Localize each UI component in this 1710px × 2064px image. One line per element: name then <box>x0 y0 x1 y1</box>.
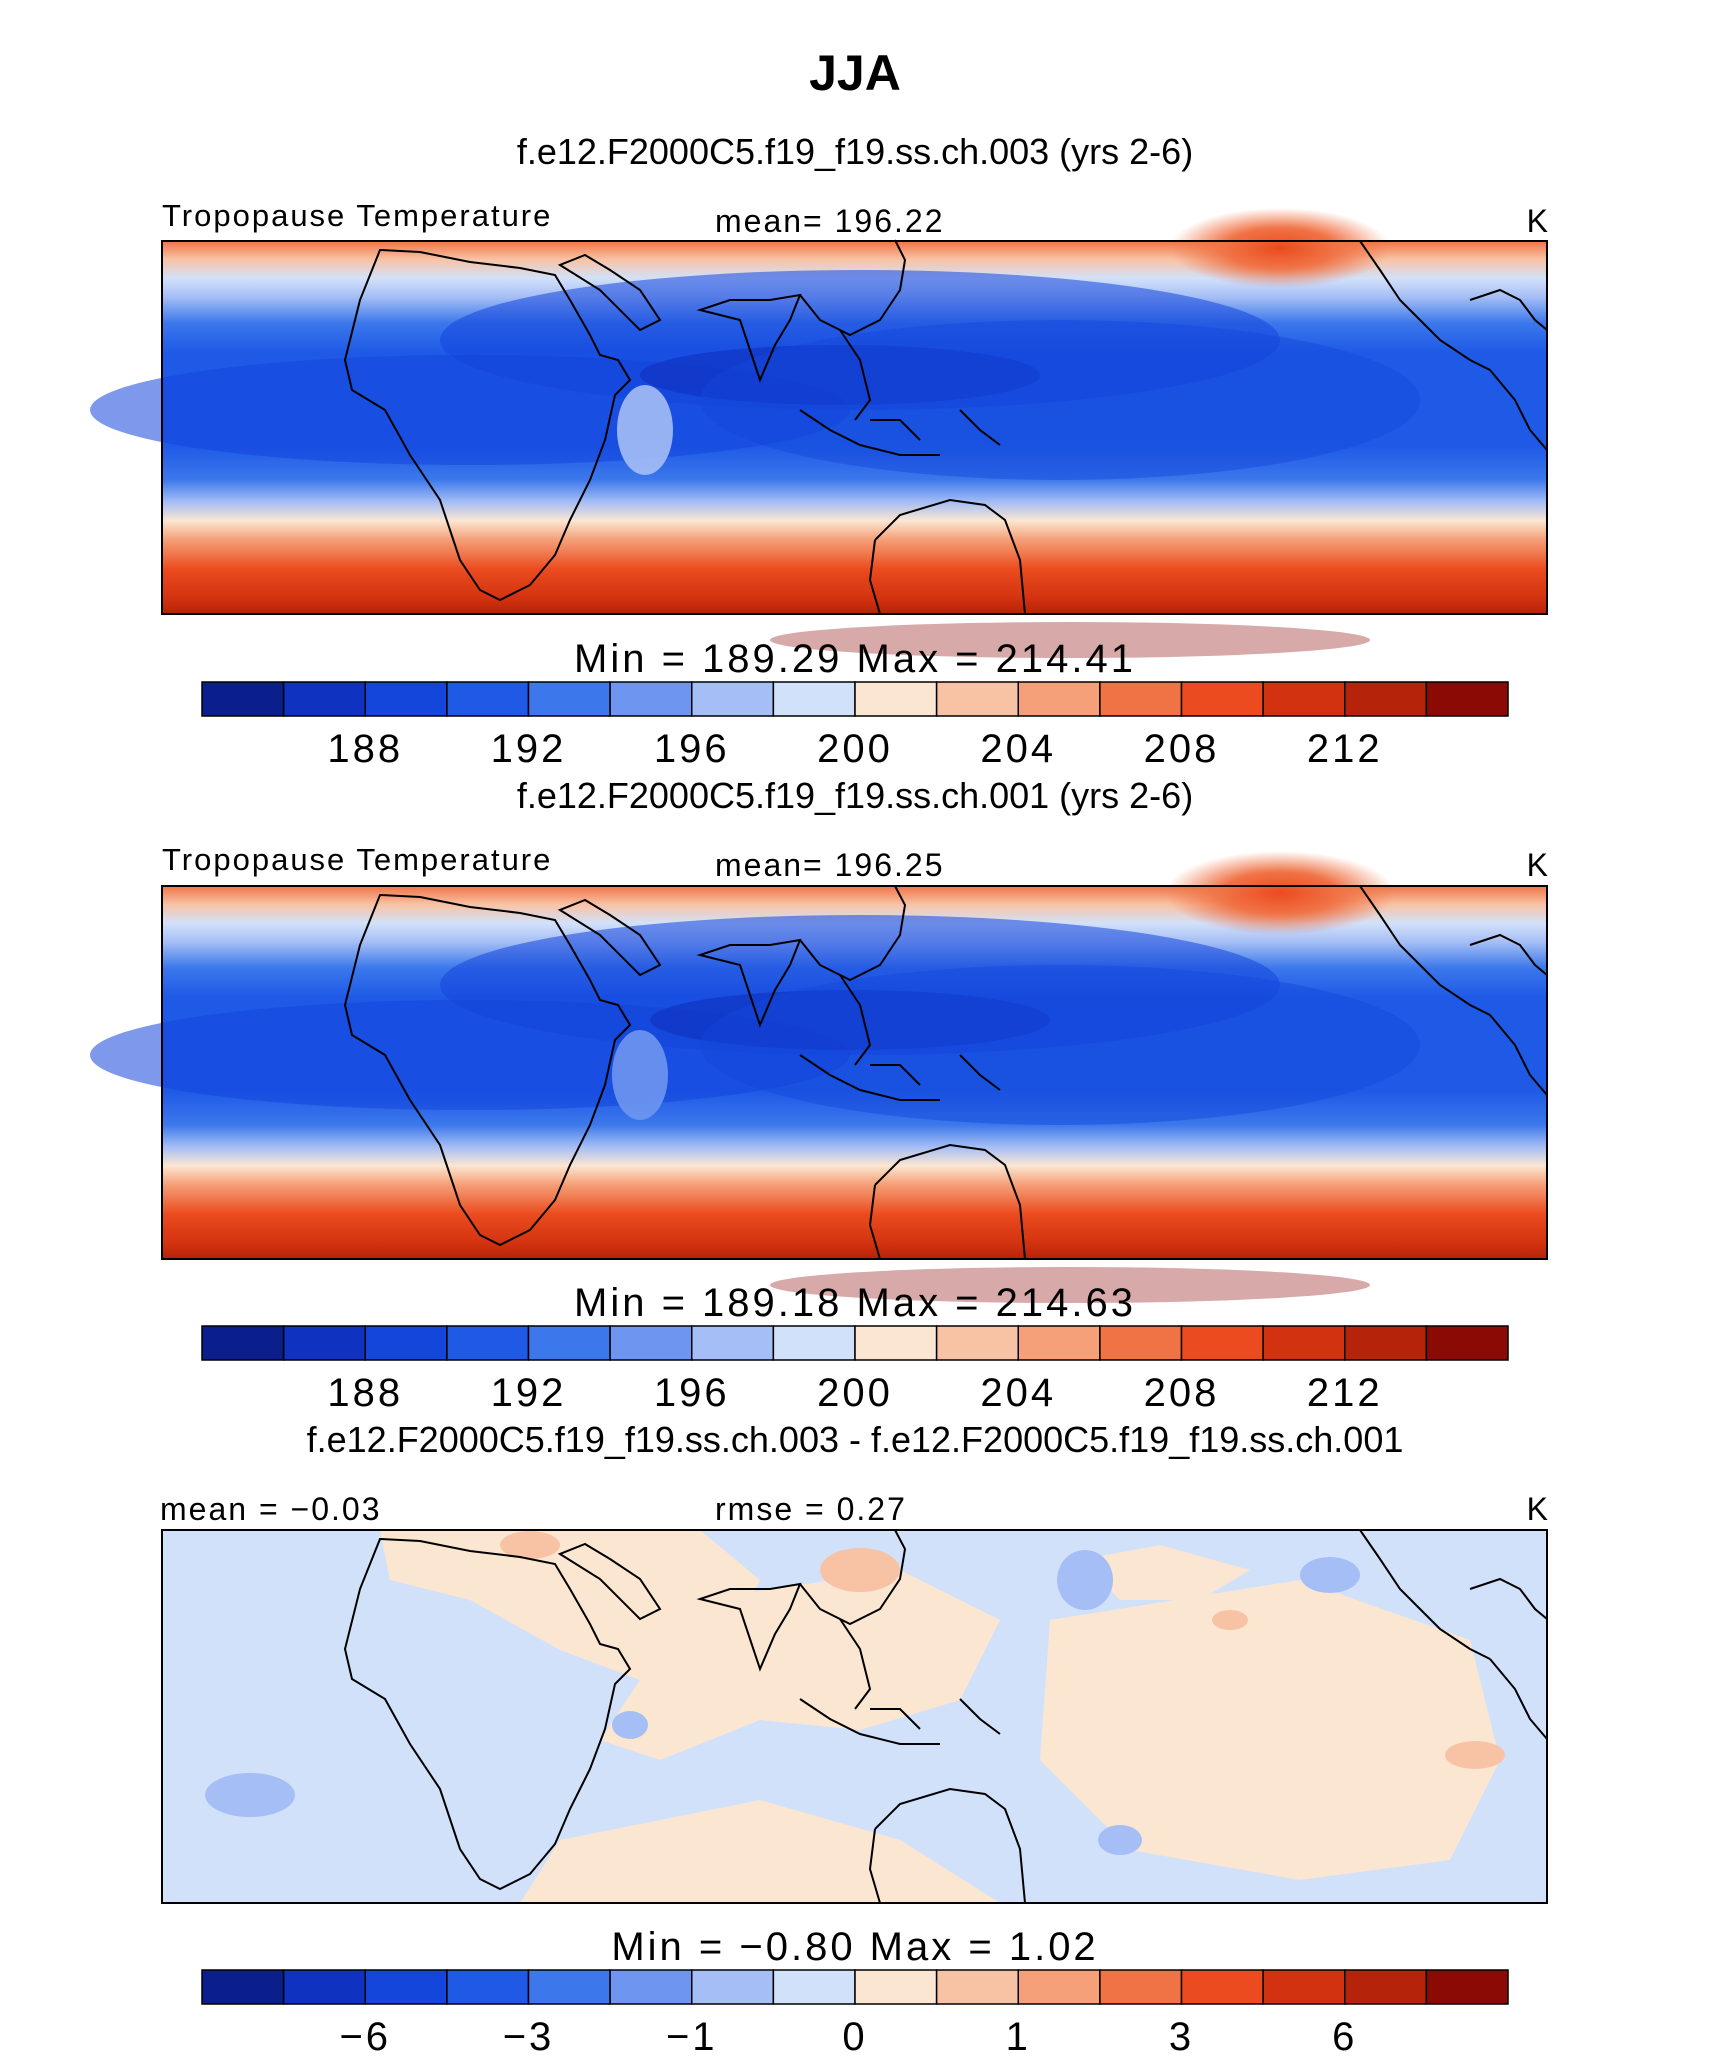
colorbar-tick-label: −1 <box>666 2015 718 2059</box>
panel-1-variable-label: Tropopause Temperature <box>162 198 552 233</box>
colorbar-swatch <box>1099 681 1183 717</box>
colorbar-swatch <box>282 1969 367 2005</box>
panel-1-units: K <box>1527 203 1548 239</box>
colorbar-swatch <box>446 1325 530 1361</box>
colorbar-swatch <box>364 1969 448 2005</box>
colorbar-swatch <box>1262 1969 1346 2005</box>
colorbar-swatch <box>201 1969 285 2005</box>
colorbar-swatch <box>1344 1969 1428 2005</box>
colorbar-swatch <box>1425 1325 1509 1361</box>
colorbar-swatch <box>282 1325 367 1361</box>
panel-2: f.e12.F2000C5.f19_f19.ss.ch.001 (yrs 2-6… <box>90 775 1548 1415</box>
panel-1-map <box>90 208 1547 658</box>
panel-2-coastlines <box>343 885 1548 1260</box>
colorbar-swatch <box>772 1325 856 1361</box>
colorbar-swatch <box>1344 1325 1428 1361</box>
colorbar-swatch <box>1017 1969 1101 2005</box>
colorbar-tick-label: 204 <box>980 727 1056 771</box>
panel-1-mean-label: mean= 196.22 <box>715 203 945 239</box>
colorbar-swatch <box>1425 1969 1509 2005</box>
colorbar-swatch <box>1099 1969 1183 2005</box>
colorbar-swatch <box>691 681 775 717</box>
figure-title: JJA <box>809 45 901 101</box>
colorbar-tick-label: 6 <box>1332 2015 1357 2059</box>
panel-3-coastlines <box>343 1529 1548 1904</box>
panel-2-map <box>90 851 1547 1303</box>
colorbar-swatch <box>854 1325 938 1361</box>
colorbar-swatch <box>1262 1325 1346 1361</box>
panel-3: f.e12.F2000C5.f19_f19.ss.ch.003 - f.e12.… <box>160 1419 1548 2059</box>
colorbar-swatch <box>609 1325 693 1361</box>
colorbar-tick-label: 188 <box>327 1371 403 1415</box>
colorbar-swatch <box>201 681 285 717</box>
colorbar-swatch <box>772 1969 856 2005</box>
colorbar-tick-label: 200 <box>817 727 893 771</box>
panel-3-colorbar: −6 −3 −1 0 1 3 6 <box>201 1969 1509 2059</box>
colorbar-swatch <box>364 681 448 717</box>
colorbar-swatch <box>1099 1325 1183 1361</box>
colorbar-swatch <box>935 681 1020 717</box>
colorbar-swatch <box>527 1969 611 2005</box>
colorbar-tick-label: 208 <box>1144 1371 1220 1415</box>
panel-1-minmax: Min = 189.29 Max = 214.41 <box>574 637 1136 681</box>
panel-1-title: f.e12.F2000C5.f19_f19.ss.ch.003 (yrs 2-6… <box>517 131 1193 172</box>
colorbar-swatch <box>446 681 530 717</box>
colorbar-swatch <box>935 1325 1020 1361</box>
panel-3-units: K <box>1527 1491 1548 1527</box>
panel-3-minmax: Min = −0.80 Max = 1.02 <box>611 1925 1098 1969</box>
colorbar-swatch <box>1180 1325 1264 1361</box>
colorbar-swatch <box>1017 1325 1101 1361</box>
colorbar-tick-label: 188 <box>327 727 403 771</box>
colorbar-swatch <box>854 681 938 717</box>
colorbar-tick-label: 196 <box>654 1371 730 1415</box>
panel-3-title: f.e12.F2000C5.f19_f19.ss.ch.003 - f.e12.… <box>307 1419 1404 1460</box>
panel-2-mean-label: mean= 196.25 <box>715 847 945 883</box>
colorbar-swatch <box>1180 681 1264 717</box>
colorbar-tick-label: 192 <box>491 727 567 771</box>
panel-2-minmax: Min = 189.18 Max = 214.63 <box>574 1281 1136 1325</box>
panel-1-coastlines <box>343 239 1548 615</box>
panel-3-mean-label: mean = −0.03 <box>160 1491 381 1527</box>
colorbar-tick-label: 212 <box>1307 727 1383 771</box>
panel-1-colorbar: 188 192 196 200 204 208 212 <box>201 681 1509 771</box>
colorbar-swatch <box>446 1969 530 2005</box>
colorbar-tick-label: 204 <box>980 1371 1056 1415</box>
colorbar-swatch <box>1180 1969 1264 2005</box>
colorbar-tick-label: 3 <box>1169 2015 1194 2059</box>
colorbar-tick-label: 192 <box>491 1371 567 1415</box>
colorbar-tick-label: 200 <box>817 1371 893 1415</box>
colorbar-swatch <box>935 1969 1020 2005</box>
colorbar-tick-label: 0 <box>842 2015 867 2059</box>
colorbar-swatch <box>691 1325 775 1361</box>
colorbar-tick-label: −3 <box>503 2015 555 2059</box>
panel-2-colorbar: 188 192 196 200 204 208 212 <box>201 1325 1509 1415</box>
colorbar-tick-label: 212 <box>1307 1371 1383 1415</box>
colorbar-swatch <box>1262 681 1346 717</box>
colorbar-swatch <box>854 1969 938 2005</box>
colorbar-tick-label: 208 <box>1144 727 1220 771</box>
colorbar-swatch <box>282 681 367 717</box>
colorbar-swatch <box>527 1325 611 1361</box>
panel-3-map <box>162 1530 1547 1903</box>
colorbar-tick-label: 196 <box>654 727 730 771</box>
colorbar-tick-label: −6 <box>339 2015 391 2059</box>
colorbar-swatch <box>201 1325 285 1361</box>
colorbar-swatch <box>609 681 693 717</box>
colorbar-swatch <box>691 1969 775 2005</box>
colorbar-swatch <box>527 681 611 717</box>
panel-2-title: f.e12.F2000C5.f19_f19.ss.ch.001 (yrs 2-6… <box>517 775 1193 816</box>
colorbar-swatch <box>609 1969 693 2005</box>
colorbar-swatch <box>1017 681 1101 717</box>
colorbar-swatch <box>772 681 856 717</box>
panel-3-rmse-label: rmse = 0.27 <box>715 1491 907 1527</box>
colorbar-tick-label: 1 <box>1006 2015 1031 2059</box>
colorbar-swatch <box>1425 681 1509 717</box>
panel-1: f.e12.F2000C5.f19_f19.ss.ch.003 (yrs 2-6… <box>90 131 1548 771</box>
colorbar-swatch <box>1344 681 1428 717</box>
panel-2-units: K <box>1527 847 1548 883</box>
panel-2-variable-label: Tropopause Temperature <box>162 842 552 877</box>
colorbar-swatch <box>364 1325 448 1361</box>
